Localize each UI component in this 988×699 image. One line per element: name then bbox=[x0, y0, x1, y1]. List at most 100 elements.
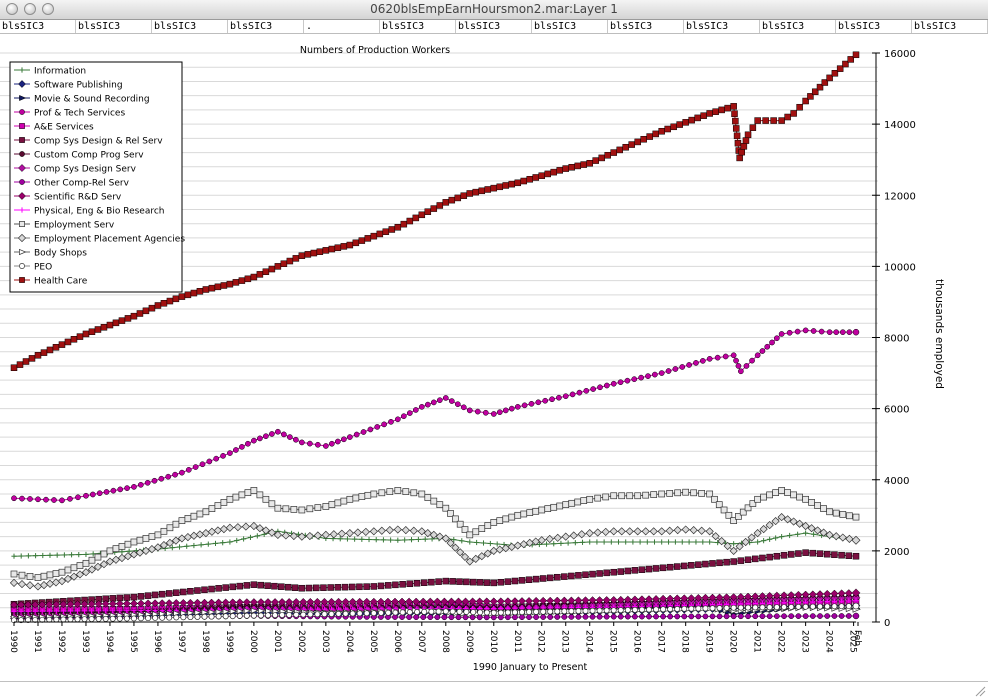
data-point bbox=[814, 502, 821, 509]
data-point bbox=[617, 527, 626, 536]
x-tick-label: 2014 bbox=[584, 630, 594, 653]
minimize-window-icon[interactable] bbox=[24, 3, 36, 15]
status-bar bbox=[0, 681, 988, 699]
data-point bbox=[257, 581, 264, 589]
data-point bbox=[802, 97, 809, 105]
data-point bbox=[733, 132, 741, 140]
data-point bbox=[764, 343, 771, 350]
data-point bbox=[586, 495, 594, 503]
data-point bbox=[376, 597, 385, 606]
resize-grip-icon[interactable] bbox=[974, 685, 986, 697]
data-point bbox=[482, 409, 489, 416]
series-markers-group bbox=[10, 549, 860, 608]
data-point bbox=[751, 555, 759, 563]
header-cell[interactable]: blsSIC3 bbox=[0, 20, 76, 33]
header-cell[interactable]: blsSIC3 bbox=[456, 20, 532, 33]
data-point bbox=[583, 387, 590, 394]
data-point bbox=[160, 527, 168, 535]
data-point bbox=[219, 524, 228, 534]
data-point bbox=[220, 282, 228, 289]
x-tick-label: 2018 bbox=[680, 630, 690, 653]
data-point bbox=[658, 127, 665, 135]
x-tick-label: 2015 bbox=[608, 630, 618, 653]
data-point bbox=[384, 582, 392, 589]
data-point bbox=[681, 613, 688, 620]
data-point bbox=[610, 613, 617, 620]
zoom-window-icon[interactable] bbox=[42, 3, 54, 15]
data-point bbox=[427, 614, 434, 621]
data-point bbox=[521, 402, 528, 409]
data-point bbox=[659, 539, 665, 545]
data-point bbox=[709, 605, 716, 612]
header-cell[interactable]: blsSIC3 bbox=[380, 20, 456, 33]
data-point bbox=[846, 598, 852, 604]
data-point bbox=[686, 539, 692, 545]
header-cell[interactable]: blsSIC3 bbox=[228, 20, 304, 33]
x-tick-label: 2017 bbox=[656, 630, 666, 653]
data-point bbox=[184, 291, 192, 299]
close-window-icon[interactable] bbox=[6, 3, 18, 15]
data-point bbox=[405, 597, 414, 606]
header-cell[interactable]: blsSIC3 bbox=[152, 20, 228, 33]
data-point bbox=[755, 539, 761, 545]
data-point bbox=[130, 312, 138, 320]
data-point bbox=[723, 541, 732, 551]
data-point bbox=[484, 522, 492, 529]
header-cell[interactable]: blsSIC3 bbox=[532, 20, 608, 33]
data-point bbox=[716, 605, 723, 612]
data-point bbox=[652, 565, 660, 572]
data-point bbox=[16, 361, 24, 368]
data-point bbox=[131, 484, 137, 490]
header-cell[interactable]: blsSIC3 bbox=[912, 20, 988, 33]
data-point bbox=[142, 535, 150, 542]
data-point bbox=[176, 544, 183, 550]
data-point bbox=[645, 595, 653, 604]
data-point bbox=[460, 552, 470, 562]
data-point bbox=[765, 520, 774, 530]
data-point bbox=[59, 497, 65, 504]
data-point bbox=[851, 535, 861, 545]
data-point bbox=[321, 611, 328, 618]
data-point bbox=[733, 357, 739, 364]
header-cell[interactable]: blsSIC3 bbox=[836, 20, 912, 33]
data-point bbox=[741, 537, 750, 547]
data-point bbox=[730, 517, 738, 524]
header-cell[interactable]: blsSIC3 bbox=[76, 20, 152, 33]
data-point bbox=[61, 552, 67, 558]
data-point bbox=[399, 581, 406, 588]
y-tick-label: 6000 bbox=[884, 405, 909, 416]
data-point bbox=[19, 277, 25, 283]
data-point bbox=[852, 328, 860, 336]
data-point bbox=[67, 616, 74, 623]
data-point bbox=[758, 592, 767, 601]
data-point bbox=[358, 237, 366, 244]
data-point bbox=[208, 613, 215, 620]
data-point bbox=[328, 440, 335, 447]
data-point bbox=[545, 534, 554, 544]
data-point bbox=[634, 138, 641, 146]
data-point bbox=[526, 509, 534, 516]
data-point bbox=[117, 486, 124, 493]
data-point bbox=[212, 540, 219, 547]
data-point bbox=[236, 582, 244, 590]
legend-entry-label: Movie & Sound Recording bbox=[34, 95, 150, 105]
data-point bbox=[314, 611, 321, 618]
header-cell[interactable]: blsSIC3 bbox=[760, 20, 836, 33]
data-point bbox=[151, 477, 158, 484]
data-point bbox=[784, 113, 791, 121]
data-point bbox=[274, 263, 282, 270]
header-cell[interactable]: . bbox=[304, 20, 380, 33]
data-point bbox=[158, 599, 167, 608]
data-point bbox=[250, 581, 258, 588]
header-cell[interactable]: blsSIC3 bbox=[608, 20, 684, 33]
data-point bbox=[773, 613, 780, 620]
header-cell[interactable]: blsSIC3 bbox=[684, 20, 760, 33]
data-point bbox=[508, 405, 515, 412]
data-point bbox=[285, 598, 294, 606]
data-point bbox=[543, 541, 550, 547]
data-point bbox=[373, 537, 379, 543]
data-point bbox=[111, 555, 121, 564]
data-point bbox=[374, 424, 381, 430]
data-point bbox=[201, 609, 210, 616]
data-point bbox=[215, 613, 222, 620]
